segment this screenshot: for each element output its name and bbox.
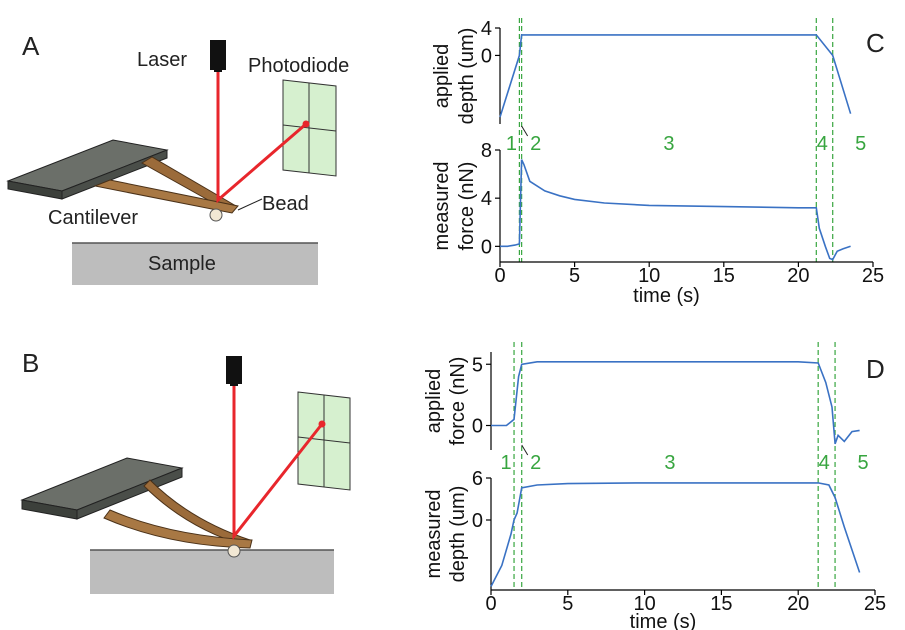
data-series-line — [499, 34, 852, 118]
sample-block — [72, 243, 318, 285]
cantilever-arm-lower — [93, 179, 239, 214]
subplot: 4 0 applied depth (um) — [431, 18, 852, 125]
y-axis-label: depth (um) — [456, 28, 478, 125]
x-tick-label: 15 — [710, 593, 732, 615]
y-tick-label: 0 — [481, 236, 492, 258]
phase-label-1: 1 — [506, 133, 517, 155]
bead-icon — [209, 208, 223, 222]
phase-label-5: 5 — [858, 452, 869, 474]
phase-label-pointer — [521, 444, 529, 456]
subplot: 8 4 0 measured force (nN) — [431, 140, 851, 262]
x-tick-label: 25 — [862, 265, 884, 287]
panel-a: A Laser Photodiode Sample Cantilever Bea… — [6, 31, 349, 285]
panel-d: D 1 2 3 4 5 5 0 applied force (nN)6 0 measured dept… — [423, 342, 886, 630]
y-axis-label: measured — [423, 490, 445, 579]
laser-nozzle — [214, 68, 222, 72]
panel-d-letter: D — [866, 354, 885, 384]
phase-label-1: 1 — [500, 452, 511, 474]
x-tick-label: 10 — [633, 593, 655, 615]
y-axis-label: force (nN) — [456, 162, 478, 251]
x-tick-label: 20 — [787, 265, 809, 287]
y-tick-label: 8 — [481, 140, 492, 162]
y-axis-label: applied — [431, 44, 453, 109]
phase-label-2: 2 — [530, 452, 541, 474]
laser-beam — [232, 386, 324, 541]
phase-label-3: 3 — [663, 133, 674, 155]
laser-beam — [216, 72, 307, 204]
phase-label-4: 4 — [819, 452, 830, 474]
sample-label: Sample — [148, 253, 216, 275]
y-axis-label: force (nN) — [447, 357, 469, 446]
y-axis-label: measured — [431, 162, 453, 251]
laser-nozzle — [230, 382, 238, 386]
phase-label-pointer — [521, 125, 529, 137]
panel-a-letter: A — [22, 31, 40, 61]
panel-b-letter: B — [22, 348, 39, 378]
base-plate-front — [76, 467, 183, 520]
panel-c: C 1 2 3 4 5 4 0 applied depth (um)8 4 0 measured for… — [431, 18, 885, 307]
data-series-line — [491, 360, 860, 445]
chart-c: 1 2 3 4 5 4 0 applied depth (um)8 4 0 measured force… — [431, 18, 884, 307]
x-tick-label: 20 — [787, 593, 809, 615]
phase-label-2: 2 — [530, 133, 541, 155]
bead-label: Bead — [262, 193, 309, 215]
x-tick-label: 10 — [638, 265, 660, 287]
laser-icon — [210, 40, 226, 70]
panel-c-letter: C — [866, 28, 885, 58]
y-axis-label: depth (um) — [447, 486, 469, 583]
data-series-line — [490, 482, 861, 587]
laser-spot — [318, 420, 326, 428]
photodiode-divider-h — [282, 124, 337, 132]
bead-icon — [227, 544, 241, 558]
x-tick-label: 0 — [485, 593, 496, 615]
data-series-line — [500, 159, 851, 261]
sample-block — [90, 550, 334, 594]
bead-pointer — [237, 198, 263, 211]
phase-label-5: 5 — [855, 133, 866, 155]
photodiode-label: Photodiode — [248, 55, 349, 77]
photodiode-divider-h — [297, 436, 351, 444]
x-axis-label: time (s) — [630, 611, 697, 630]
laser-label: Laser — [137, 49, 187, 71]
y-tick-label: 4 — [481, 18, 492, 40]
x-tick-label: 5 — [562, 593, 573, 615]
x-axis-label: time (s) — [633, 285, 700, 307]
phase-label-4: 4 — [817, 133, 828, 155]
y-tick-label: 0 — [481, 45, 492, 67]
laser-spot — [302, 120, 310, 128]
x-tick-label: 5 — [569, 265, 580, 287]
laser-icon — [226, 356, 242, 384]
chart-d: 1 2 3 4 5 5 0 applied force (nN)6 0 measured depth … — [423, 342, 886, 630]
phase-label-3: 3 — [664, 452, 675, 474]
x-tick-label: 15 — [713, 265, 735, 287]
y-tick-label: 0 — [472, 510, 483, 532]
cantilever-label: Cantilever — [48, 207, 138, 229]
y-tick-label: 6 — [472, 468, 483, 490]
x-tick-label: 0 — [494, 265, 505, 287]
y-tick-label: 4 — [481, 188, 492, 210]
subplot: 5 0 applied force (nN) — [423, 352, 860, 450]
y-axis-label: applied — [423, 369, 445, 434]
base-plate-front — [61, 149, 168, 200]
subplot: 6 0 measured depth (um) — [423, 468, 861, 590]
y-tick-label: 0 — [472, 416, 483, 438]
x-tick-label: 25 — [864, 593, 886, 615]
y-tick-label: 5 — [472, 354, 483, 376]
cantilever-arm-lower — [103, 509, 253, 549]
panel-b: B — [20, 348, 351, 594]
